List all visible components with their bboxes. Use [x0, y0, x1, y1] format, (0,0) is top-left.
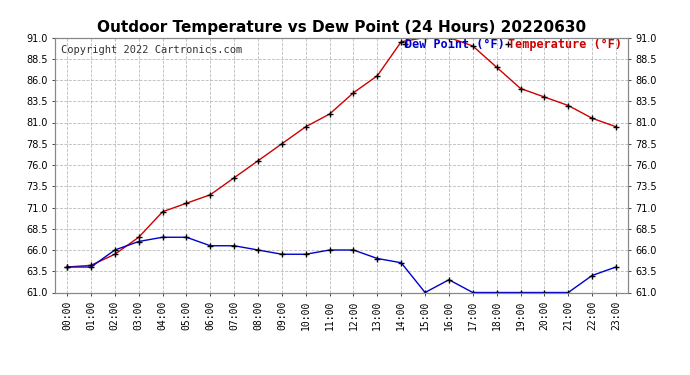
- Temperature (°F): [182, 201, 190, 206]
- Temperature (°F): [612, 124, 620, 129]
- Temperature (°F): [493, 65, 501, 69]
- Dew Point (°F): [516, 290, 524, 295]
- Dew Point (°F): [397, 261, 405, 265]
- Dew Point (°F): [182, 235, 190, 240]
- Temperature (°F): [135, 235, 143, 240]
- Dew Point (°F): [63, 265, 71, 269]
- Temperature (°F): [373, 74, 382, 78]
- Dew Point (°F): [564, 290, 573, 295]
- Dew Point (°F): [159, 235, 167, 240]
- Dew Point (°F): [445, 278, 453, 282]
- Dew Point (°F): [469, 290, 477, 295]
- Temperature (°F): [302, 124, 310, 129]
- Dew Point (°F): [206, 243, 215, 248]
- Temperature (°F): [421, 35, 429, 40]
- Temperature (°F): [516, 86, 524, 91]
- Dew Point (°F): [110, 248, 119, 252]
- Temperature (°F): [206, 192, 215, 197]
- Dew Point (°F): [421, 290, 429, 295]
- Dew Point (°F): [326, 248, 334, 252]
- Temperature (°F): [397, 39, 405, 44]
- Temperature (°F): [564, 103, 573, 108]
- Dew Point (°F): [278, 252, 286, 257]
- Temperature (°F): [110, 252, 119, 257]
- Temperature (°F): [254, 159, 262, 163]
- Temperature (°F): [278, 141, 286, 146]
- Dew Point (°F): [230, 243, 238, 248]
- Temperature (°F): [326, 112, 334, 116]
- Line: Temperature (°F): Temperature (°F): [64, 35, 619, 270]
- Dew Point (°F): [373, 256, 382, 261]
- Temperature (°F): [159, 210, 167, 214]
- Dew Point (°F): [87, 265, 95, 269]
- Temperature (°F): [540, 95, 549, 99]
- Temperature (°F): [63, 265, 71, 269]
- Dew Point (°F): [302, 252, 310, 257]
- Legend: Dew Point (°F), Temperature (°F): Dew Point (°F), Temperature (°F): [405, 38, 622, 51]
- Temperature (°F): [87, 263, 95, 267]
- Dew Point (°F): [349, 248, 357, 252]
- Dew Point (°F): [254, 248, 262, 252]
- Dew Point (°F): [588, 273, 596, 278]
- Temperature (°F): [349, 90, 357, 95]
- Dew Point (°F): [540, 290, 549, 295]
- Dew Point (°F): [612, 265, 620, 269]
- Dew Point (°F): [493, 290, 501, 295]
- Text: Copyright 2022 Cartronics.com: Copyright 2022 Cartronics.com: [61, 45, 242, 55]
- Temperature (°F): [469, 44, 477, 48]
- Temperature (°F): [445, 35, 453, 40]
- Dew Point (°F): [135, 239, 143, 244]
- Line: Dew Point (°F): Dew Point (°F): [64, 234, 619, 295]
- Title: Outdoor Temperature vs Dew Point (24 Hours) 20220630: Outdoor Temperature vs Dew Point (24 Hou…: [97, 20, 586, 35]
- Temperature (°F): [588, 116, 596, 120]
- Temperature (°F): [230, 176, 238, 180]
